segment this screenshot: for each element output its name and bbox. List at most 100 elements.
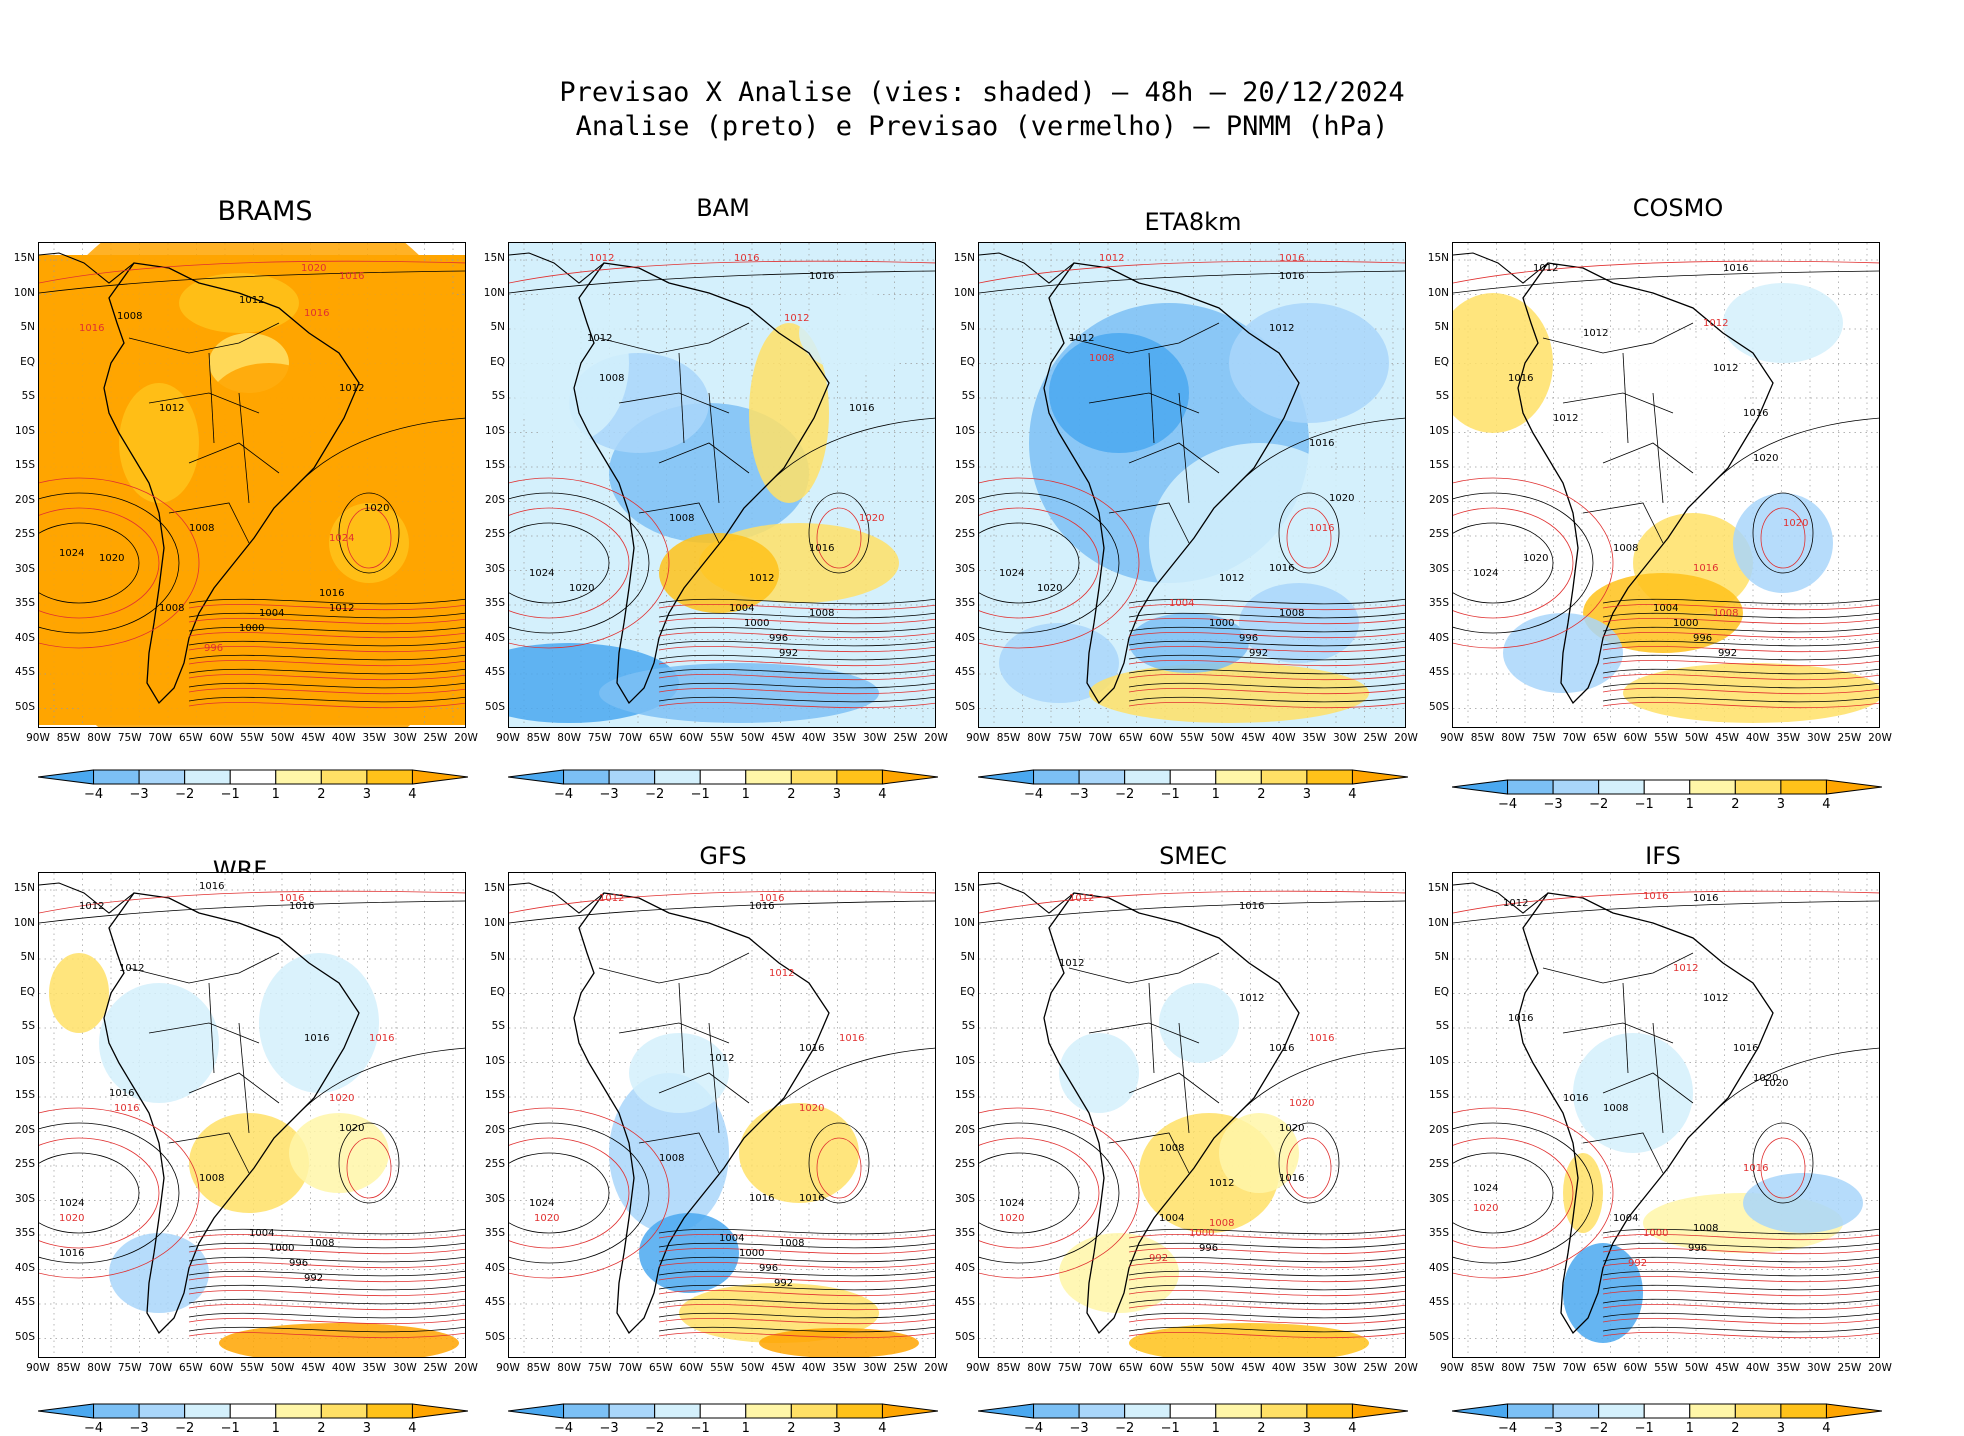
colorbar-label: 4 <box>408 1421 417 1436</box>
bias-region <box>799 293 919 373</box>
lon-label: 55W <box>1180 1362 1204 1374</box>
lat-label: 40S <box>484 1261 505 1274</box>
isobar-label: 1016 <box>849 403 875 414</box>
lon-label: 85W <box>996 1362 1021 1374</box>
lon-label: 50W <box>740 1362 765 1374</box>
isobar-label: 1012 <box>119 963 145 974</box>
lat-label: 20S <box>954 493 975 506</box>
colorbar-swatch <box>1825 1403 1882 1419</box>
lon-label: 20W <box>1394 732 1418 744</box>
lon-label: 55W <box>1654 1362 1678 1374</box>
lon-label: 45W <box>1241 732 1266 744</box>
bias-region <box>39 243 465 727</box>
lat-label: 5S <box>961 1020 975 1032</box>
lat-label: 25S <box>1428 1158 1449 1170</box>
colorbar-swatch <box>93 1403 140 1419</box>
lon-label: 50W <box>1684 1362 1709 1374</box>
lat-label: 15N <box>953 882 975 894</box>
colorbar-label: 1 <box>741 787 750 802</box>
bias-region <box>179 273 299 333</box>
lon-label: 90W <box>26 1362 50 1374</box>
isobar-label: 1012 <box>1219 573 1245 584</box>
isobar-label: 1000 <box>1209 618 1235 629</box>
header-line1: Previsao X Analise (vies: shaded) – 48h … <box>559 77 1405 108</box>
lon-label: 30W <box>862 732 887 744</box>
colorbar-swatch <box>1689 779 1736 795</box>
bias-region <box>119 383 199 503</box>
bias-region <box>189 1113 309 1213</box>
colorbar-swatch <box>836 1403 883 1419</box>
colorbar-label: −1 <box>1634 1421 1654 1436</box>
isobar-label: 1012 <box>749 573 775 584</box>
lon-label: 20W <box>454 1362 478 1374</box>
isobar-label: 1000 <box>269 1243 295 1254</box>
colorbar-swatch <box>881 1403 938 1419</box>
lon-label: 45W <box>771 732 796 744</box>
colorbar <box>978 1403 1408 1419</box>
isobar-label: 1020 <box>1289 1098 1315 1109</box>
isobar-label: 1016 <box>1743 1163 1769 1174</box>
lat-label: 15S <box>484 459 505 471</box>
lat-label: 45S <box>954 666 975 678</box>
lat-label: 40S <box>954 1261 975 1274</box>
bias-region <box>759 1328 919 1357</box>
colorbar-label: −4 <box>553 1421 574 1436</box>
lat-label: 25S <box>954 1158 975 1170</box>
colorbar-label: −4 <box>1023 787 1044 802</box>
isobar-label: 996 <box>1239 633 1259 644</box>
lat-label: 40S <box>14 1261 35 1274</box>
isobar-label: 1024 <box>59 548 85 559</box>
colorbar-label: 2 <box>787 787 796 802</box>
isobar-label: 992 <box>779 648 799 659</box>
lat-label: 5N <box>20 951 35 963</box>
isobar-label: 1020 <box>1037 583 1063 594</box>
bias-region <box>1059 1033 1139 1113</box>
bias-field <box>979 243 1405 727</box>
lat-label: 20S <box>14 1123 35 1136</box>
colorbar <box>978 769 1408 785</box>
lat-label: 10S <box>14 424 35 437</box>
isobar-label: 1024 <box>329 533 355 544</box>
lon-label: 85W <box>996 732 1021 744</box>
isobar-label: 1016 <box>799 1193 825 1204</box>
colorbar-swatch <box>1169 1403 1217 1419</box>
lon-label: 55W <box>240 1362 264 1374</box>
lon-label: 25W <box>893 732 918 744</box>
isobar-label: 1016 <box>1309 438 1335 449</box>
bias-region <box>259 953 379 1093</box>
isobar-label: 1016 <box>1279 253 1305 264</box>
lon-label: 40W <box>1271 1362 1296 1374</box>
lon-label: 30W <box>1806 732 1831 744</box>
colorbar-label: −3 <box>1543 1421 1563 1436</box>
colorbar <box>38 769 468 785</box>
colorbar-swatch <box>38 1403 95 1419</box>
lat-label: 50S <box>484 700 505 713</box>
isobar-label: 1016 <box>1733 1043 1759 1054</box>
lat-label: 25S <box>1428 528 1449 540</box>
isobar-label: 1020 <box>1473 1203 1499 1214</box>
lat-label: 15N <box>13 252 35 264</box>
map-frame: 1012 1016 1012 1012 1012 1016 1020 1016 1012 1008… <box>1452 242 1880 728</box>
colorbar-swatch <box>229 1403 277 1419</box>
colorbar-label: 3 <box>1776 1421 1786 1436</box>
isobar-label: 1004 <box>729 603 755 614</box>
lon-label: 30W <box>1332 1362 1357 1374</box>
lon-label: 75W <box>1531 732 1556 744</box>
lat-label: 30S <box>14 1192 35 1205</box>
bias-region <box>609 1073 729 1233</box>
colorbar-swatch <box>320 769 368 785</box>
lat-label: 15S <box>14 459 35 471</box>
lat-label: 10N <box>953 286 975 299</box>
isobar-label: 1020 <box>59 1213 85 1224</box>
colorbar-label: −3 <box>1069 1421 1089 1436</box>
colorbar-label: 4 <box>408 787 417 802</box>
colorbar-swatch <box>1507 1403 1554 1419</box>
lat-label: 20S <box>484 493 505 506</box>
lon-label: 65W <box>1592 1362 1617 1374</box>
lat-label: 45S <box>484 1296 505 1308</box>
lat-label: EQ <box>490 355 505 368</box>
lon-label: 40W <box>801 732 826 744</box>
lat-label: EQ <box>1434 985 1449 998</box>
colorbar-swatch <box>1351 769 1408 785</box>
lat-label: 30S <box>14 562 35 575</box>
